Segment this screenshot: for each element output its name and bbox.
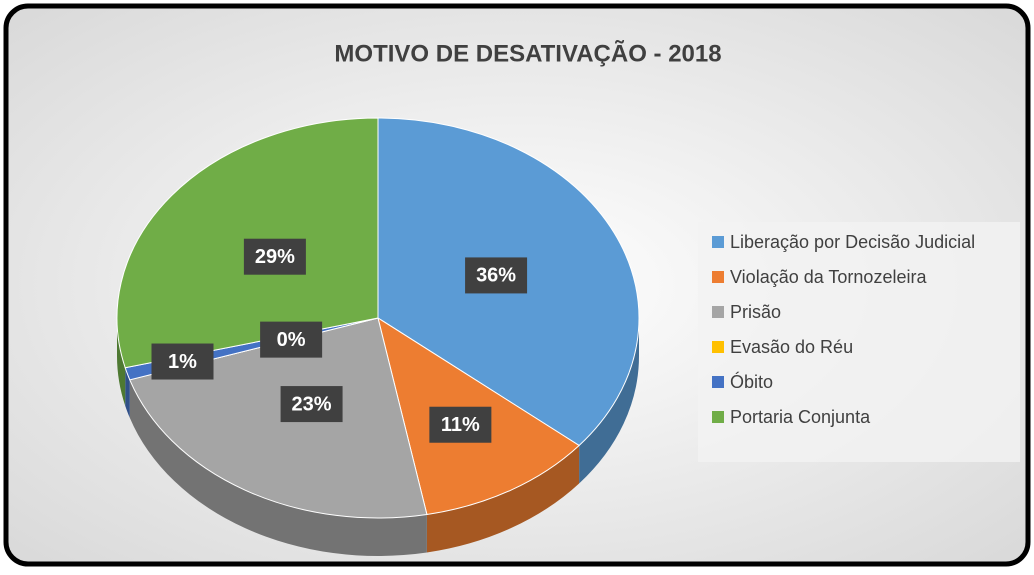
legend-label: Violação da Tornozeleira <box>730 267 927 287</box>
data-label: 23% <box>292 393 332 415</box>
pie-side <box>579 318 639 484</box>
legend-swatch <box>712 341 724 353</box>
pie-side <box>426 445 580 553</box>
legend-label: Portaria Conjunta <box>730 407 871 427</box>
data-label-box <box>429 406 492 443</box>
legend-swatch <box>712 376 724 388</box>
pie-side <box>125 367 130 418</box>
legend-label: Óbito <box>730 371 773 392</box>
legend-box <box>698 222 1020 462</box>
chart-title: MOTIVO DE DESATIVAÇÃO - 2018 <box>334 39 721 67</box>
data-label-box <box>280 386 343 423</box>
legend-label: Liberação por Decisão Judicial <box>730 232 975 252</box>
legend-swatch <box>712 236 724 248</box>
legend-swatch <box>712 271 724 283</box>
data-label: 36% <box>476 265 516 287</box>
data-label: 11% <box>441 414 480 436</box>
data-label-box <box>465 257 528 294</box>
legend-swatch <box>712 306 724 318</box>
pie-side <box>117 318 126 406</box>
data-label-box <box>151 343 214 380</box>
data-label-box <box>260 321 323 358</box>
data-label: 29% <box>255 246 295 268</box>
pie-side <box>129 379 427 556</box>
legend-swatch <box>712 411 724 423</box>
legend-label: Prisão <box>730 302 781 322</box>
data-label-box <box>243 238 306 275</box>
data-label: 1% <box>168 351 197 373</box>
data-label: 0% <box>277 329 306 351</box>
legend-label: Evasão do Réu <box>730 337 853 357</box>
